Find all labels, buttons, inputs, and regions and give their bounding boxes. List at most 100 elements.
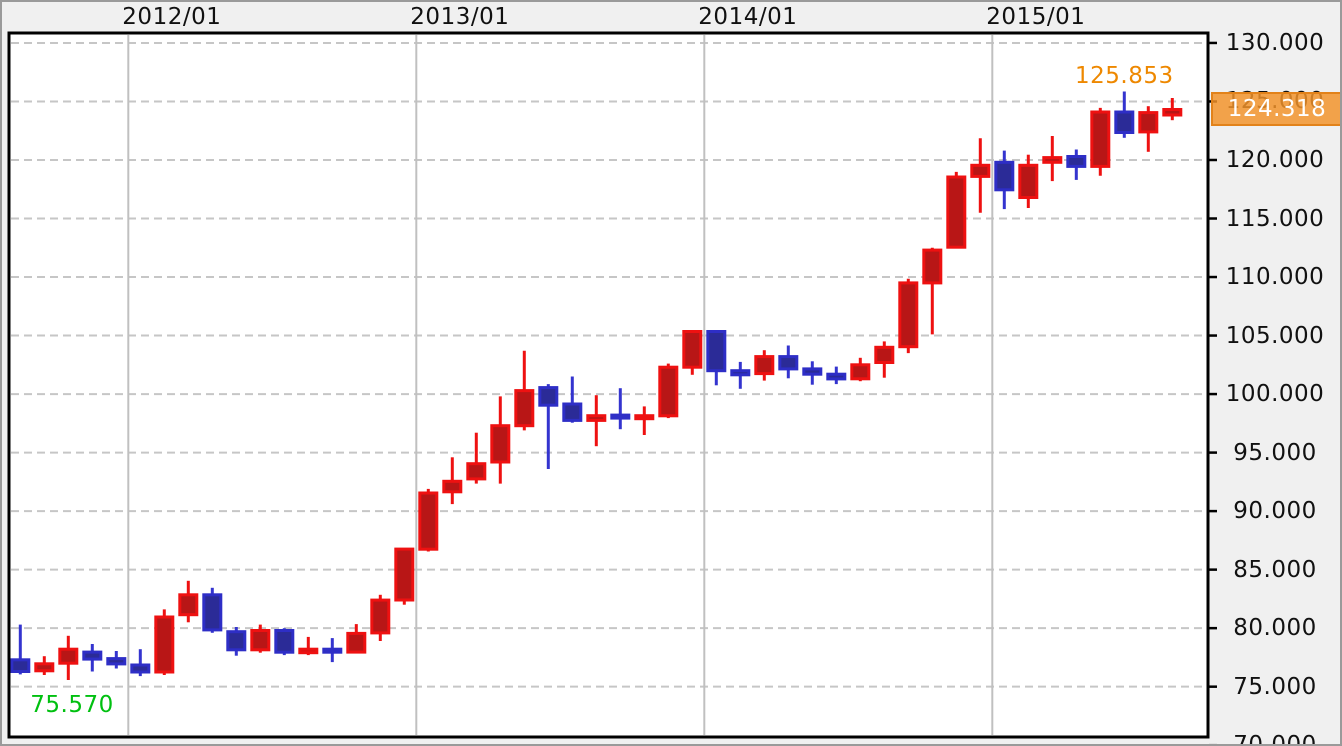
x-axis-label: 2015/01 [986,4,1086,30]
candle-body [418,491,439,551]
candle-body [730,369,751,377]
candle-2014-03 [754,350,775,381]
candle-body [850,363,871,381]
candle-2014-11 [946,171,967,249]
candle-2011-12 [106,651,127,669]
candle-body [34,662,55,673]
y-axis-label: 100.000 [1225,381,1325,408]
candle-body [946,175,967,249]
low-price-label: 75.570 [30,692,114,718]
candle-body [178,593,199,617]
plot-area [9,33,1208,737]
candle-body [58,647,79,665]
candle-2014-07 [850,357,871,382]
candle-body [250,629,271,652]
candle-2014-12 [970,138,991,213]
candle-body [586,414,607,422]
candle-body [1162,108,1183,117]
candle-2013-01 [418,488,439,552]
candle-body [994,160,1015,192]
candle-2012-10 [346,624,367,654]
candle-body [874,345,895,364]
y-axis-label: 75.000 [1233,673,1317,700]
candle-2012-06 [250,624,271,653]
candle-body [442,479,463,494]
candle-body [970,163,991,178]
candle-body [1090,110,1111,168]
candle-body [394,547,415,602]
candle-2014-04 [778,345,799,379]
candle-body [346,631,367,654]
candle-2013-03 [466,432,487,484]
candle-body [226,630,247,652]
candle-2013-11 [658,363,679,419]
candle-2015-04 [1066,149,1087,180]
candle-2013-09 [610,388,631,430]
candle-2011-08 [10,624,31,675]
y-axis-label: 105.000 [1225,322,1325,349]
candle-2013-04 [490,396,511,484]
candle-body [106,657,127,666]
y-axis-label: 80.000 [1233,615,1317,642]
candle-2014-05 [802,361,823,385]
candle-body [514,389,535,428]
y-axis-label: 90.000 [1233,498,1317,525]
candle-body [826,372,847,381]
current-price-badge: 124.318 [1211,92,1340,127]
candle-2012-04 [202,587,223,633]
candle-2012-01 [130,649,151,677]
candle-body [922,248,943,285]
candle-2011-09 [34,656,55,675]
candle-body [274,629,295,654]
candle-2015-05 [1090,107,1111,176]
candle-2015-03 [1042,136,1063,182]
x-axis-label: 2012/01 [122,4,222,30]
candle-2011-11 [82,644,103,672]
candle-body [898,281,919,349]
candle-2011-10 [58,635,79,680]
candle-body [370,598,391,635]
candle-2015-07 [1138,106,1159,152]
candle-body [682,330,703,369]
y-axis-label: 85.000 [1233,556,1317,583]
candle-body [562,402,583,422]
candle-body [634,414,655,421]
candle-2014-06 [826,366,847,385]
candle-2014-09 [898,278,919,354]
plot-border [7,31,1210,739]
candle-body [154,615,175,674]
candle-body [706,330,727,373]
candle-body [1138,111,1159,134]
candle-body [1018,163,1039,200]
y-axis-label: 95.000 [1233,439,1317,466]
candle-2015-06 [1114,91,1135,138]
candle-body [538,386,559,407]
candle-2012-11 [370,594,391,641]
candle-body [10,658,31,673]
candle-2013-08 [586,395,607,447]
candle-2014-10 [922,247,943,335]
candle-body [1042,156,1063,164]
y-axis-label: 115.000 [1225,205,1325,232]
x-axis-label: 2014/01 [698,4,798,30]
candle-body [778,355,799,371]
y-axis-label: 70.000 [1233,732,1317,746]
y-axis-label: 130.000 [1225,29,1325,56]
candle-2012-03 [178,580,199,623]
candle-body [610,413,631,420]
candle-body [1114,110,1135,134]
candle-body [130,663,151,674]
candle-2013-12 [682,330,703,375]
candle-2014-02 [730,361,751,389]
candle-2014-08 [874,341,895,378]
candle-2012-09 [322,638,343,663]
candle-body [490,424,511,464]
y-axis-label: 120.000 [1225,146,1325,173]
candle-2015-02 [1018,154,1039,208]
candle-body [466,462,487,481]
y-axis-label: 110.000 [1225,264,1325,291]
candle-body [658,365,679,418]
candle-body [754,355,775,376]
